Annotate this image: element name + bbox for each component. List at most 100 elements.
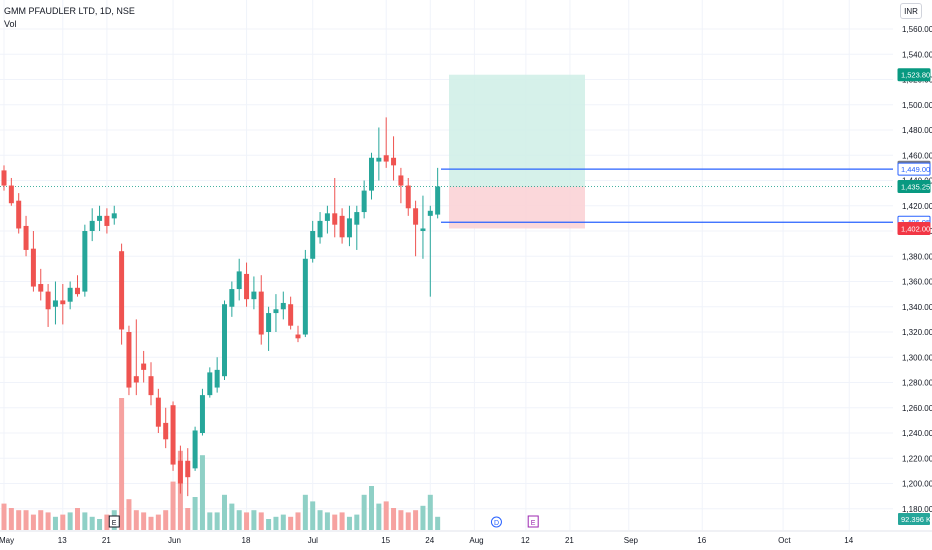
candle-body[interactable] <box>155 397 161 427</box>
currency-button[interactable]: INR <box>900 3 922 19</box>
volume-bar <box>222 494 227 530</box>
candle-body[interactable] <box>369 157 374 191</box>
volume-bar <box>420 505 426 530</box>
candle-body[interactable] <box>170 405 176 465</box>
candle-body[interactable] <box>427 210 433 216</box>
candle-body[interactable] <box>229 289 235 307</box>
candle-body[interactable] <box>251 291 257 300</box>
volume-bar <box>75 508 80 530</box>
volume-bar <box>332 514 338 530</box>
candle-body[interactable] <box>1 170 7 186</box>
volume-bar <box>398 510 404 530</box>
candle-body[interactable] <box>317 220 323 238</box>
volume-bar <box>435 516 441 530</box>
volume-bar <box>23 510 29 530</box>
candle-body[interactable] <box>273 309 279 314</box>
candle-body[interactable] <box>30 248 36 287</box>
volume-bar <box>89 516 95 530</box>
stop-zone[interactable] <box>449 186 585 229</box>
candle-body[interactable] <box>383 155 389 162</box>
price-tag-label: 1,449.00 <box>901 165 930 174</box>
candle-body[interactable] <box>413 208 419 225</box>
candle-body[interactable] <box>222 304 227 377</box>
candle-body[interactable] <box>405 185 411 209</box>
candle-body[interactable] <box>192 430 198 469</box>
candle-body[interactable] <box>89 220 95 231</box>
candle-body[interactable] <box>310 231 316 259</box>
candle-body[interactable] <box>111 213 117 219</box>
candle-body[interactable] <box>435 186 441 215</box>
x-tick-label: 18 <box>242 536 251 545</box>
earnings-marker-label: E <box>531 520 536 527</box>
x-tick-label: Aug <box>469 536 483 545</box>
candle-body[interactable] <box>126 332 132 388</box>
candle-body[interactable] <box>295 334 301 339</box>
x-tick-label: 24 <box>425 536 434 545</box>
candle-body[interactable] <box>199 395 205 433</box>
candle-body[interactable] <box>133 376 139 383</box>
candle-body[interactable] <box>332 213 338 225</box>
target-zone[interactable] <box>449 74 585 187</box>
x-tick-label: Oct <box>778 536 791 545</box>
volume-bar <box>288 516 294 530</box>
candle-body[interactable] <box>8 185 14 204</box>
candle-body[interactable] <box>75 287 80 295</box>
candle-body[interactable] <box>23 225 29 250</box>
earnings-marker[interactable] <box>108 515 120 528</box>
candle-body[interactable] <box>339 215 345 238</box>
candle-body[interactable] <box>148 376 154 396</box>
candle-body[interactable] <box>177 460 183 484</box>
y-tick-label: 1,500.00 <box>902 101 932 110</box>
candle-body[interactable] <box>119 251 125 330</box>
candle-body[interactable] <box>97 215 103 221</box>
candle-body[interactable] <box>346 218 352 238</box>
volume-bar <box>369 486 374 530</box>
volume-tag-label: 92.396 K <box>901 515 931 524</box>
x-tick-label: 14 <box>844 536 853 545</box>
candle-body[interactable] <box>236 271 242 290</box>
y-tick-label: 1,200.00 <box>902 480 932 489</box>
candle-body[interactable] <box>420 228 426 231</box>
volume-bar <box>324 512 330 530</box>
candle-body[interactable] <box>104 215 110 226</box>
candle-body[interactable] <box>38 284 44 292</box>
candle-body[interactable] <box>376 157 382 162</box>
candle-body[interactable] <box>185 460 191 478</box>
candle-body[interactable] <box>16 200 22 229</box>
candle-body[interactable] <box>391 157 397 166</box>
volume-bar <box>67 512 73 530</box>
candle-body[interactable] <box>67 287 73 302</box>
candle-body[interactable] <box>207 372 213 396</box>
candle-body[interactable] <box>266 313 272 332</box>
candle-body[interactable] <box>324 213 330 221</box>
symbol-title[interactable]: GMM PFAUDLER LTD, 1D, NSE <box>4 6 135 16</box>
candle-body[interactable] <box>354 212 360 225</box>
candle-body[interactable] <box>288 304 294 326</box>
candle-body[interactable] <box>214 369 220 388</box>
candle-body[interactable] <box>52 300 58 307</box>
volume-bar <box>317 510 323 530</box>
candle-body[interactable] <box>280 302 286 310</box>
volume-bar <box>266 519 272 530</box>
volume-bar <box>163 510 169 530</box>
candle-body[interactable] <box>82 231 88 292</box>
volume-bar <box>383 501 389 530</box>
x-tick-label: May <box>0 536 14 545</box>
candle-body[interactable] <box>163 422 169 440</box>
earnings-marker[interactable] <box>527 515 539 528</box>
candle-body[interactable] <box>258 291 264 335</box>
volume-bar <box>38 510 44 530</box>
volume-label[interactable]: Vol <box>4 19 17 29</box>
candle-body[interactable] <box>398 175 404 186</box>
candle-body[interactable] <box>60 300 66 305</box>
candle-body[interactable] <box>141 363 147 370</box>
volume-tag <box>898 513 930 525</box>
volume-bar <box>302 494 308 530</box>
candle-body[interactable] <box>45 291 51 310</box>
candle-body[interactable] <box>244 273 250 300</box>
candle-body[interactable] <box>302 258 308 335</box>
dividend-marker[interactable] <box>490 516 502 528</box>
candle-body[interactable] <box>361 190 367 213</box>
volume-bar <box>192 497 198 530</box>
